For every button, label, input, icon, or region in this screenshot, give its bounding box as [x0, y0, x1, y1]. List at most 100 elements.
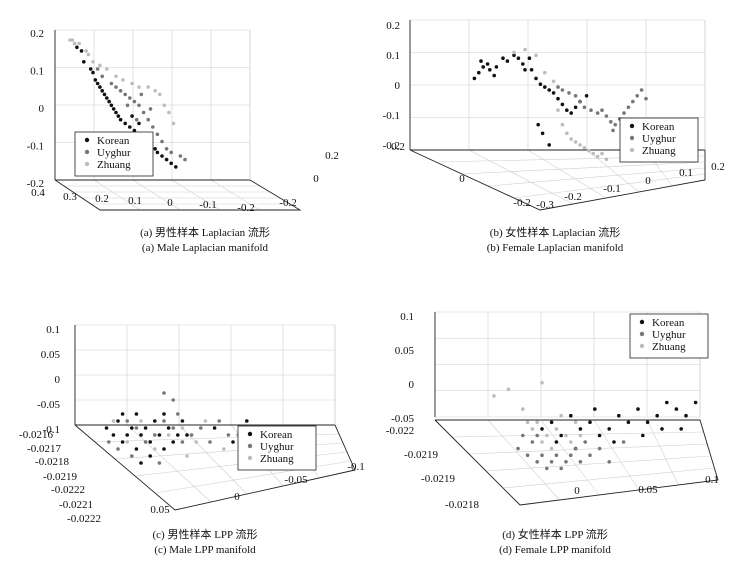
data-point-uyghur — [521, 433, 525, 438]
data-point-korean — [75, 45, 79, 50]
data-point-zhuang — [582, 146, 587, 150]
grid-line — [513, 173, 706, 199]
data-point-korean — [492, 73, 497, 78]
data-point-zhuang — [492, 394, 496, 398]
data-point-korean — [104, 426, 109, 430]
data-point-zhuang — [604, 157, 609, 162]
data-point-korean — [128, 125, 132, 129]
caption-en: (a) Male Laplacian manifold — [142, 242, 269, 254]
data-point-korean — [679, 427, 683, 431]
data-point-uyghur — [564, 460, 568, 464]
data-point-korean — [559, 433, 563, 438]
y-tick-label: 0 — [645, 175, 651, 187]
legend-label: Korean — [652, 317, 685, 329]
data-point-korean — [120, 440, 125, 444]
data-point-uyghur — [116, 447, 120, 451]
data-point-korean — [212, 426, 217, 430]
caption-en: (c) Male LPP manifold — [154, 544, 256, 556]
z-tick-label: 0.2 — [386, 20, 400, 32]
data-point-zhuang — [521, 407, 525, 411]
data-point-korean — [536, 122, 540, 127]
x-tick-label: 0.4 — [31, 187, 45, 199]
y-tick-label: 0.05 — [150, 504, 170, 516]
data-point-uyghur — [95, 67, 100, 71]
data-point-uyghur — [134, 117, 139, 122]
data-point-uyghur — [607, 460, 611, 464]
data-point-zhuang — [530, 427, 535, 431]
data-point-zhuang — [203, 419, 208, 423]
z-tick-label: 0.2 — [30, 28, 44, 40]
data-point-uyghur — [600, 108, 604, 112]
data-point-korean — [148, 440, 152, 444]
data-point-uyghur — [189, 433, 194, 437]
legend-marker-zhuang — [629, 147, 635, 153]
y-tick-label: 0.2 — [325, 150, 339, 162]
x-tick-label: 0.2 — [391, 141, 405, 153]
data-point-zhuang — [560, 122, 565, 127]
data-point-korean — [554, 440, 559, 444]
z-tick-label: 0.1 — [46, 324, 60, 336]
y-tick-label: -0.3 — [536, 199, 554, 211]
data-point-zhuang — [554, 427, 559, 431]
panel-c: 0.10.050-0.05-0.1-0.0216-0.0217-0.0218-0… — [19, 324, 365, 556]
legend-label: Uyghur — [97, 147, 131, 159]
grid-line — [527, 149, 607, 199]
legend-marker-zhuang — [639, 343, 645, 349]
data-point-korean — [612, 440, 616, 444]
data-point-zhuang — [72, 41, 77, 46]
legend-label: Zhuang — [642, 145, 676, 157]
caption-cn: (a) 男性样本 Laplacian 流形 — [140, 225, 270, 239]
legend-label: Korean — [260, 429, 293, 441]
data-point-korean — [665, 400, 669, 405]
data-point-uyghur — [157, 461, 162, 465]
data-point-uyghur — [597, 446, 602, 451]
data-point-uyghur — [217, 419, 221, 423]
data-point-korean — [93, 78, 98, 82]
z-tick-label: 0 — [55, 374, 61, 386]
x-tick-label: -0.0219 — [43, 471, 77, 483]
data-point-korean — [148, 454, 152, 458]
legend-label: Uyghur — [260, 441, 294, 453]
y-tick-label: -0.1 — [603, 183, 620, 195]
data-point-korean — [109, 103, 114, 108]
data-point-korean — [153, 147, 157, 151]
grid-line — [210, 179, 261, 211]
data-point-korean — [79, 49, 84, 53]
data-point-uyghur — [160, 139, 164, 144]
data-point-korean — [134, 447, 139, 451]
data-point-zhuang — [523, 47, 527, 52]
data-point-korean — [617, 413, 621, 418]
legend-marker-zhuang — [84, 161, 90, 167]
data-point-korean — [569, 111, 573, 115]
data-point-zhuang — [525, 420, 530, 425]
panel-b: 0.20.10-0.1-0.20.20-0.2 -0.3-0.2-0.100.1 0… — [383, 19, 725, 254]
data-point-zhuang — [595, 154, 600, 159]
x-tick-label: 0.3 — [63, 191, 77, 203]
z-tick-label: -0.2 — [27, 178, 44, 190]
data-point-zhuang — [564, 433, 568, 438]
data-point-uyghur — [137, 103, 141, 108]
grid-line — [126, 424, 212, 503]
data-point-uyghur — [162, 419, 166, 423]
legend-label: Zhuang — [260, 453, 294, 465]
data-point-uyghur — [573, 446, 578, 451]
data-point-uyghur — [151, 125, 155, 129]
legend-marker-zhuang — [247, 455, 253, 461]
legend-marker-uyghur — [629, 135, 635, 141]
legend-marker-korean — [84, 137, 90, 143]
data-point-korean — [130, 426, 134, 430]
data-point-uyghur — [626, 105, 631, 110]
data-point-korean — [185, 433, 189, 437]
y-tick-label: 0.1 — [705, 474, 719, 486]
data-point-uyghur — [164, 147, 169, 151]
data-point-uyghur — [582, 105, 587, 110]
grid-line — [646, 419, 679, 486]
data-point-uyghur — [569, 453, 573, 458]
grid-line — [178, 424, 248, 495]
data-point-korean — [162, 412, 166, 416]
data-point-korean — [547, 88, 551, 92]
y-tick-label: 0 — [234, 491, 240, 503]
data-point-korean — [105, 96, 109, 100]
legend-marker-korean — [639, 319, 645, 325]
